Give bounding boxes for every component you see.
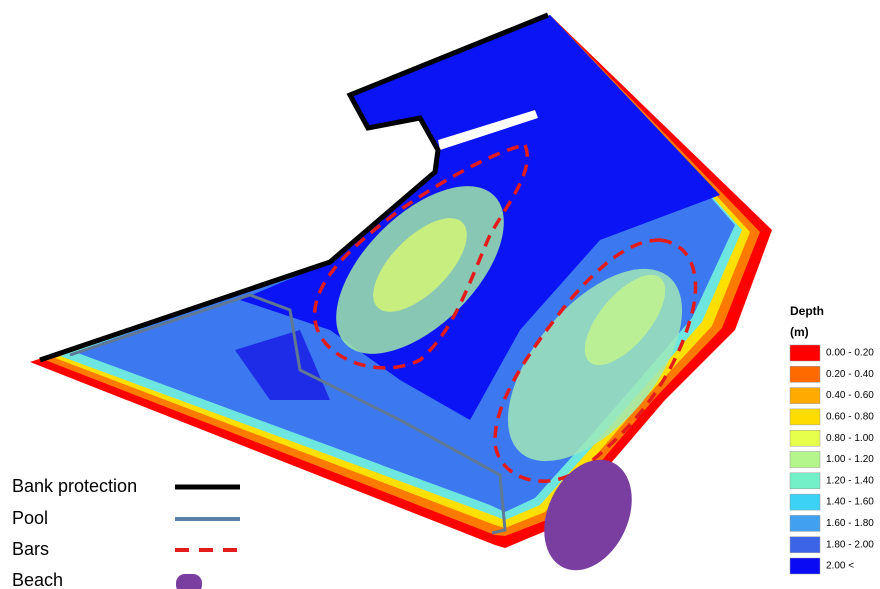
key-label: Pool <box>12 508 48 528</box>
page: Bank protection Pool Bars Beach Depth (m… <box>0 0 880 589</box>
legend-swatch <box>790 430 820 446</box>
legend-swatch <box>790 409 820 425</box>
legend-title: Depth <box>790 304 824 318</box>
legend-swatch <box>790 366 820 382</box>
legend-label: 1.60 - 1.80 <box>826 518 874 529</box>
legend-swatch <box>790 388 820 404</box>
legend-swatch <box>790 558 820 574</box>
legend-unit: (m) <box>790 325 809 339</box>
legend-swatch <box>790 473 820 489</box>
key-label: Beach <box>12 570 63 589</box>
key: Bank protection Pool Bars Beach <box>12 476 240 589</box>
legend-label: 0.80 - 1.00 <box>826 433 874 444</box>
legend-label: 1.20 - 1.40 <box>826 475 874 486</box>
legend-label: 1.40 - 1.60 <box>826 497 874 508</box>
key-symbol <box>176 574 202 589</box>
legend-label: 1.80 - 2.00 <box>826 539 874 550</box>
legend-swatch <box>790 345 820 361</box>
legend-label: 0.20 - 0.40 <box>826 369 874 380</box>
legend: Depth (m) 0.00 - 0.20 0.20 - 0.40 0.40 - 0… <box>790 304 874 574</box>
legend-swatch <box>790 537 820 553</box>
depth-map <box>30 15 772 548</box>
legend-label: 2.00 < <box>826 561 854 572</box>
legend-swatch <box>790 494 820 510</box>
legend-swatch <box>790 515 820 531</box>
legend-label: 0.60 - 0.80 <box>826 412 874 423</box>
legend-label: 1.00 - 1.20 <box>826 454 874 465</box>
key-label: Bank protection <box>12 476 137 496</box>
legend-swatch <box>790 452 820 468</box>
key-label: Bars <box>12 539 49 559</box>
map: Bank protection Pool Bars Beach Depth (m… <box>0 0 880 589</box>
legend-label: 0.40 - 0.60 <box>826 390 874 401</box>
legend-label: 0.00 - 0.20 <box>826 348 874 359</box>
